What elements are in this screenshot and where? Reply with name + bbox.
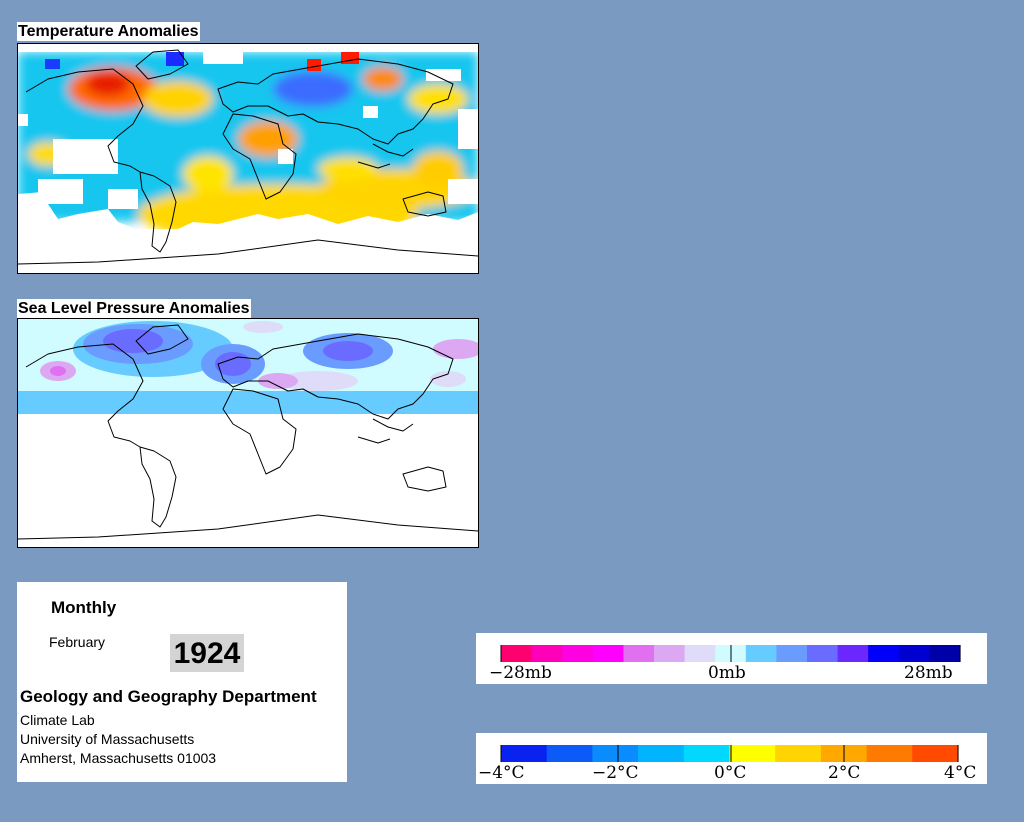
temperature-tick-zero: 0°C bbox=[714, 763, 746, 783]
pressure-swatch bbox=[776, 645, 808, 662]
pressure-swatch bbox=[837, 645, 869, 662]
pressure-swatch bbox=[531, 645, 563, 662]
pressure-tick-min: −28mb bbox=[489, 663, 552, 683]
temperature-swatch bbox=[775, 745, 822, 762]
pressure-swatch bbox=[745, 645, 777, 662]
year-label: 1924 bbox=[170, 634, 244, 672]
pressure-swatch bbox=[684, 645, 716, 662]
pressure-tick-max: 28mb bbox=[904, 663, 953, 683]
pressure-legend: −28mb 0mb 28mb bbox=[476, 633, 987, 684]
temperature-swatch bbox=[683, 745, 731, 762]
pressure-swatch bbox=[592, 645, 624, 662]
temperature-legend: −4°C −2°C 0°C 2°C 4°C bbox=[476, 733, 987, 784]
mode-label: Monthly bbox=[51, 598, 117, 617]
temperature-tick-minus2: −2°C bbox=[592, 763, 639, 783]
pressure-swatch bbox=[623, 645, 655, 662]
lab-name: Climate Lab bbox=[20, 712, 95, 728]
temperature-swatch bbox=[866, 745, 913, 762]
month-label: February bbox=[49, 634, 106, 650]
sea-level-pressure-map bbox=[17, 318, 479, 548]
pressure-swatch bbox=[807, 645, 839, 662]
temperature-anomaly-map bbox=[17, 43, 479, 274]
temperature-tick-minus4: −4°C bbox=[478, 763, 525, 783]
pressure-swatch bbox=[868, 645, 900, 662]
temperature-color-scale bbox=[501, 745, 959, 762]
temperature-swatch bbox=[729, 745, 776, 762]
temperature-tick-plus2: 2°C bbox=[828, 763, 860, 783]
pressure-color-scale bbox=[501, 645, 961, 662]
pressure-swatch bbox=[898, 645, 930, 662]
pressure-swatch bbox=[501, 645, 533, 662]
temperature-swatch bbox=[638, 745, 685, 762]
department-name: Geology and Geography Department bbox=[20, 687, 317, 706]
temperature-map-title: Temperature Anomalies bbox=[17, 22, 200, 41]
slp-map-title: Sea Level Pressure Anomalies bbox=[17, 299, 251, 318]
info-panel: Monthly February 1924 Geology and Geogra… bbox=[17, 582, 347, 782]
university-name: University of Massachusetts bbox=[20, 731, 195, 747]
pressure-swatch bbox=[654, 645, 686, 662]
address-line: Amherst, Massachusetts 01003 bbox=[20, 750, 217, 766]
temperature-swatch bbox=[501, 745, 548, 762]
temperature-tick-plus4: 4°C bbox=[944, 763, 976, 783]
pressure-tick-zero: 0mb bbox=[708, 663, 746, 683]
pressure-swatch bbox=[929, 645, 961, 662]
temperature-swatch bbox=[546, 745, 593, 762]
temperature-swatch bbox=[592, 745, 639, 762]
temperature-swatch bbox=[912, 745, 959, 762]
pressure-swatch bbox=[562, 645, 594, 662]
